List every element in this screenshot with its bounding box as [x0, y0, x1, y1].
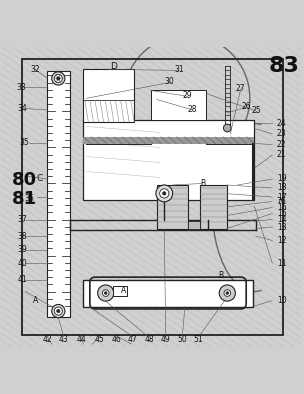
Text: C: C [36, 175, 43, 184]
Text: 14: 14 [277, 215, 286, 224]
Text: 46: 46 [111, 335, 121, 344]
Text: 22: 22 [277, 140, 286, 149]
Circle shape [223, 124, 231, 132]
Circle shape [163, 192, 166, 195]
Circle shape [98, 285, 114, 301]
Circle shape [160, 189, 169, 198]
Text: 24: 24 [277, 119, 286, 128]
Circle shape [57, 309, 60, 313]
Text: 81: 81 [12, 190, 37, 208]
Bar [157, 185, 188, 229]
Text: 42: 42 [42, 335, 52, 344]
Text: 19: 19 [277, 175, 286, 184]
Circle shape [224, 290, 231, 296]
Bar [200, 185, 227, 229]
Text: 49: 49 [161, 335, 170, 344]
Bar [83, 279, 253, 307]
Text: 38: 38 [18, 232, 27, 240]
Text: A: A [33, 296, 38, 305]
Bar [47, 71, 70, 317]
Text: 44: 44 [76, 335, 86, 344]
Circle shape [104, 292, 107, 294]
Text: 23: 23 [277, 130, 286, 138]
Text: A: A [121, 286, 126, 295]
Circle shape [52, 305, 65, 318]
Text: 45: 45 [95, 335, 105, 344]
Bar [113, 286, 127, 296]
Text: 47: 47 [128, 335, 138, 344]
Text: 32: 32 [30, 65, 40, 74]
Text: 80: 80 [12, 171, 37, 190]
Text: 13: 13 [277, 223, 286, 232]
Text: 33: 33 [16, 83, 26, 92]
Bar [22, 59, 283, 335]
Text: D: D [110, 62, 117, 71]
Text: 51: 51 [193, 335, 203, 344]
Text: 27: 27 [235, 84, 245, 93]
Circle shape [102, 290, 109, 296]
Text: 31: 31 [174, 65, 184, 74]
Text: B: B [219, 271, 224, 281]
Text: 18: 18 [277, 184, 286, 193]
Text: 28: 28 [188, 105, 197, 114]
Text: 83: 83 [269, 56, 300, 76]
Text: 48: 48 [144, 335, 154, 344]
Text: 34: 34 [17, 104, 27, 113]
Text: 41: 41 [18, 275, 27, 284]
Text: B: B [201, 179, 206, 188]
Bar [83, 137, 254, 143]
Text: 26: 26 [241, 102, 251, 111]
Text: 50: 50 [177, 335, 187, 344]
Circle shape [54, 307, 62, 315]
Text: 37: 37 [17, 215, 27, 224]
Text: 15: 15 [277, 209, 286, 218]
Circle shape [156, 185, 173, 202]
Text: 39: 39 [17, 245, 27, 254]
Circle shape [54, 74, 62, 82]
Bar [83, 121, 254, 200]
Text: 30: 30 [165, 77, 174, 86]
Text: 25: 25 [252, 106, 261, 115]
Bar [83, 69, 134, 122]
Text: 76: 76 [277, 197, 287, 206]
Text: 43: 43 [59, 335, 69, 344]
Circle shape [52, 72, 65, 85]
Text: 11: 11 [277, 258, 286, 268]
Circle shape [219, 285, 235, 301]
Text: 40: 40 [17, 258, 27, 268]
Bar [151, 91, 206, 121]
Text: 36: 36 [24, 194, 34, 203]
Text: 10: 10 [277, 296, 286, 305]
Text: 21: 21 [277, 151, 286, 160]
Text: 12: 12 [277, 236, 286, 245]
Text: 16: 16 [277, 203, 286, 212]
Bar [188, 221, 200, 229]
Circle shape [226, 292, 229, 294]
Text: 17: 17 [277, 193, 286, 201]
Text: 29: 29 [183, 91, 192, 100]
Circle shape [57, 77, 60, 80]
Text: 35: 35 [19, 138, 29, 147]
